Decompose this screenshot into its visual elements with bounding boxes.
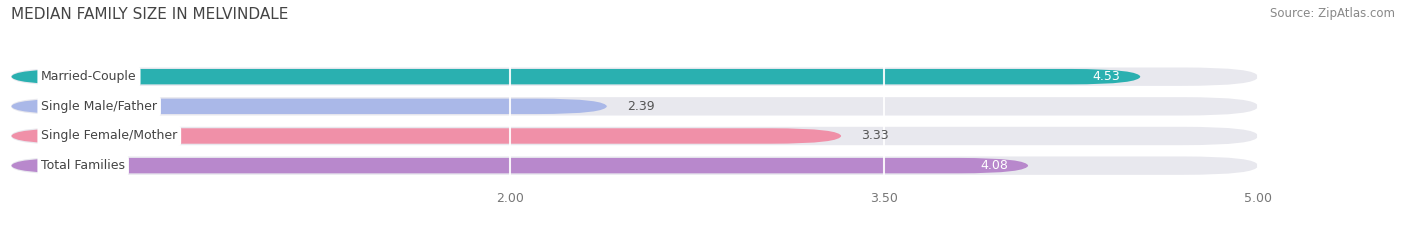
FancyBboxPatch shape xyxy=(11,128,841,144)
Text: MEDIAN FAMILY SIZE IN MELVINDALE: MEDIAN FAMILY SIZE IN MELVINDALE xyxy=(11,7,288,22)
Text: 4.08: 4.08 xyxy=(980,159,1008,172)
Text: 4.53: 4.53 xyxy=(1092,70,1121,83)
Text: Source: ZipAtlas.com: Source: ZipAtlas.com xyxy=(1270,7,1395,20)
FancyBboxPatch shape xyxy=(11,127,1257,145)
Text: Total Families: Total Families xyxy=(41,159,125,172)
Text: 3.33: 3.33 xyxy=(862,130,889,143)
FancyBboxPatch shape xyxy=(11,69,1140,84)
FancyBboxPatch shape xyxy=(11,156,1257,175)
Text: 2.39: 2.39 xyxy=(627,100,655,113)
Text: Single Male/Father: Single Male/Father xyxy=(41,100,157,113)
Text: Single Female/Mother: Single Female/Mother xyxy=(41,130,177,143)
FancyBboxPatch shape xyxy=(11,99,607,114)
Text: Married-Couple: Married-Couple xyxy=(41,70,136,83)
FancyBboxPatch shape xyxy=(11,97,1257,116)
FancyBboxPatch shape xyxy=(11,158,1028,173)
FancyBboxPatch shape xyxy=(11,68,1257,86)
